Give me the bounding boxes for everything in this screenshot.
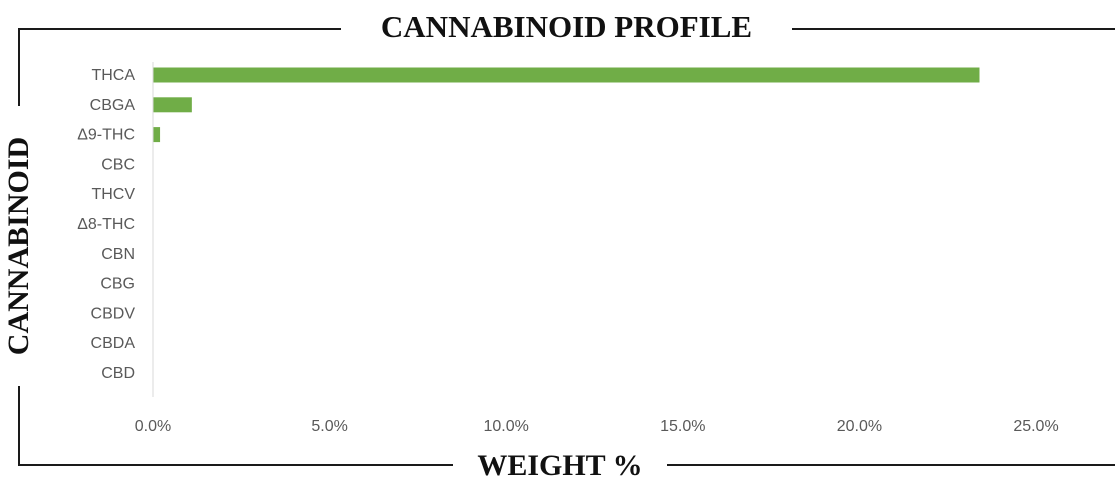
category-label-cbdv: CBDV [91, 305, 136, 322]
category-labels-layer: THCA CBGA Δ9-THC CBC THCV Δ8-THC CBN CBG CBDV CBD… [77, 67, 135, 382]
x-tick-label: 20.0% [837, 418, 882, 435]
category-label-thcv: THCV [91, 186, 135, 203]
category-label-thca: THCA [91, 67, 135, 84]
bars-layer [153, 67, 980, 143]
category-label-cbga: CBGA [90, 97, 136, 114]
category-label-cbda: CBDA [91, 335, 136, 352]
x-tick-label: 25.0% [1013, 418, 1058, 435]
bar-cbga [153, 97, 192, 113]
bar-9-thc [153, 127, 161, 143]
category-label-cbc: CBC [101, 156, 135, 173]
category-label-cbd: CBD [101, 365, 135, 382]
x-tick-labels-layer: 0.0% 5.0% 10.0% 15.0% 20.0% 25.0% [135, 418, 1059, 435]
category-label-8-thc: Δ8-THC [77, 216, 135, 233]
x-tick-label: 10.0% [484, 418, 529, 435]
category-label-cbn: CBN [101, 246, 135, 263]
x-tick-label: 15.0% [660, 418, 705, 435]
category-label-9-thc: Δ9-THC [77, 127, 135, 144]
bar-thca [153, 67, 980, 83]
x-tick-label: 0.0% [135, 418, 171, 435]
category-label-cbg: CBG [100, 276, 135, 293]
x-tick-label: 5.0% [311, 418, 347, 435]
chart-title: CANNABINOID PROFILE [341, 11, 792, 42]
